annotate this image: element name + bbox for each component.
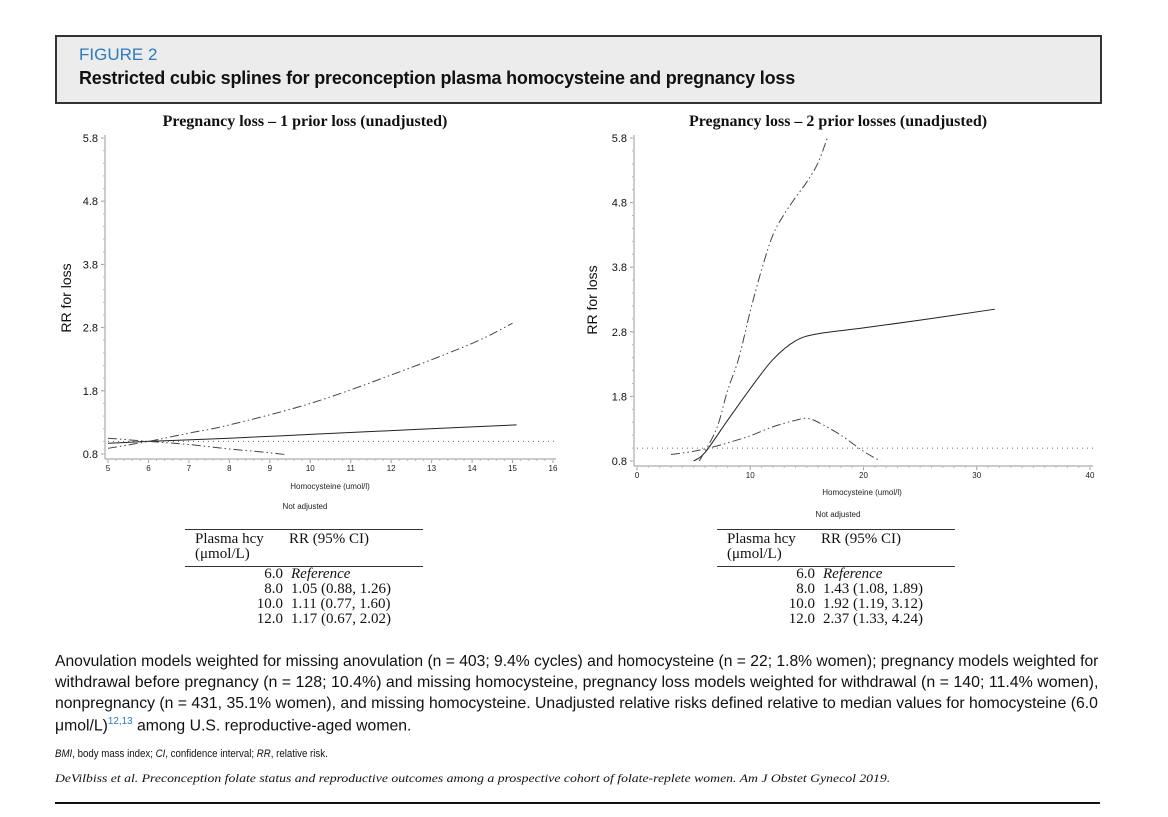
- bottom-rule: [55, 802, 1100, 804]
- table-row: 12.0 1.17 (0.67, 2.02): [256, 611, 391, 627]
- y-axis-label-left: RR for loss: [58, 263, 74, 333]
- table-header: Plasma hcy (μmol/L) RR (95% CI): [717, 530, 955, 567]
- chart-title-right: Pregnancy loss – 2 prior losses (unadjus…: [688, 113, 988, 130]
- table-row: 12.0 2.37 (1.33, 4.24): [788, 611, 923, 627]
- rr-table-left: Plasma hcy (μmol/L) RR (95% CI) 6.0 Refer…: [185, 529, 423, 627]
- x-axis-label-left: Homocysteine (umol/l): [290, 482, 370, 491]
- table-row: 6.0 Reference: [796, 566, 883, 582]
- estimate-line: [693, 308, 995, 462]
- x-tick-label: 6: [146, 464, 151, 473]
- y-axis-label-right: RR for loss: [584, 265, 600, 335]
- x-tick-label: 15: [508, 464, 517, 473]
- x-tick-label: 9: [268, 464, 273, 473]
- table-row: 8.0 1.05 (0.88, 1.26): [264, 581, 391, 597]
- lower-ci-line: [670, 417, 881, 462]
- x-tick-label: 10: [306, 464, 315, 473]
- table-row: 6.0 Reference: [264, 566, 351, 582]
- table-row: 10.0 1.11 (0.77, 1.60): [256, 596, 391, 612]
- upper-ci-line: [698, 137, 828, 462]
- figure-title: Restricted cubic splines for preconcepti…: [79, 68, 795, 88]
- x-axis-label-right: Homocysteine (umol/l): [822, 488, 902, 497]
- x-tick-label: 20: [859, 471, 868, 480]
- lower-ci-line: [107, 437, 287, 456]
- y-tick-label: 4.8: [612, 198, 627, 210]
- x-tick-label: 10: [746, 471, 755, 480]
- figure-label: FIGURE 2: [79, 45, 158, 64]
- y-tick-label: 0.8: [612, 456, 627, 468]
- y-tick-label: 2.8: [612, 327, 627, 339]
- x-tick-label: 40: [1086, 471, 1095, 480]
- x-tick-label: 30: [972, 471, 981, 480]
- caption-line: μmol/L)12,13 among U.S. reproductive-age…: [55, 716, 412, 735]
- note-right: Not adjusted: [815, 510, 861, 519]
- x-tick-label: 16: [549, 464, 558, 473]
- y-tick-label: 1.8: [612, 391, 627, 403]
- y-tick-label: 5.8: [612, 133, 627, 145]
- table-row: 8.0 1.43 (1.08, 1.89): [796, 581, 923, 597]
- x-tick-label: 7: [187, 464, 192, 473]
- estimate-line: [107, 424, 517, 444]
- x-tick-label: 5: [106, 464, 111, 473]
- x-tick-label: 0: [635, 471, 640, 480]
- y-tick-label: 1.8: [83, 386, 98, 398]
- y-tick-label: 3.8: [83, 259, 98, 271]
- x-tick-label: 8: [227, 464, 232, 473]
- table-row: 10.0 1.92 (1.19, 3.12): [788, 596, 923, 612]
- abbreviations: BMI, body mass index; CI, confidence int…: [55, 748, 328, 760]
- figure-header: FIGURE 2 Restricted cubic splines for pr…: [55, 35, 1102, 104]
- caption-line: withdrawal before pregnancy (n = 128; 10…: [55, 674, 1099, 691]
- y-tick-label: 4.8: [83, 196, 98, 208]
- note-left: Not adjusted: [282, 502, 328, 511]
- caption-line: Anovulation models weighted for missing …: [55, 653, 1099, 670]
- upper-ci-line: [107, 322, 513, 449]
- citation: DeVilbiss et al. Preconception folate st…: [55, 771, 891, 785]
- x-tick-label: 12: [387, 464, 396, 473]
- table-header: Plasma hcy (μmol/L) RR (95% CI): [185, 530, 423, 567]
- y-tick-label: 2.8: [83, 323, 98, 335]
- x-tick-label: 14: [468, 464, 477, 473]
- x-tick-label: 13: [427, 464, 436, 473]
- chart-title-left: Pregnancy loss – 1 prior loss (unadjuste…: [162, 113, 448, 130]
- y-tick-label: 0.8: [83, 449, 98, 461]
- caption-line: nonpregnancy (n = 431, 35.1% women), and…: [55, 695, 1098, 712]
- reference-link[interactable]: 12,13: [107, 716, 133, 727]
- y-tick-label: 3.8: [612, 262, 627, 274]
- y-tick-label: 5.8: [83, 133, 98, 145]
- rr-table-right: Plasma hcy (μmol/L) RR (95% CI) 6.0 Refer…: [717, 529, 955, 627]
- x-tick-label: 11: [347, 464, 356, 473]
